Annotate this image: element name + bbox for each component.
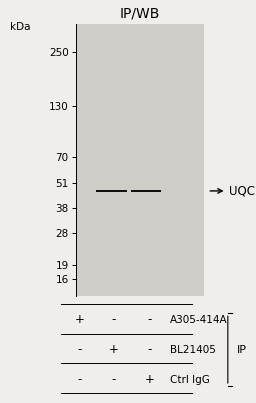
Text: UQCRC2: UQCRC2	[229, 185, 256, 197]
Text: Ctrl IgG: Ctrl IgG	[170, 374, 210, 384]
Text: -: -	[147, 313, 152, 326]
Text: kDa: kDa	[10, 22, 31, 32]
Text: -: -	[112, 313, 116, 326]
Text: IP: IP	[237, 345, 247, 355]
Text: A305-414A: A305-414A	[170, 315, 228, 325]
Text: +: +	[109, 343, 119, 356]
Text: +: +	[145, 373, 155, 386]
Text: +: +	[74, 313, 84, 326]
Text: BL21405: BL21405	[170, 345, 216, 355]
Text: -: -	[77, 373, 82, 386]
Text: -: -	[77, 343, 82, 356]
Text: -: -	[147, 343, 152, 356]
Text: -: -	[112, 373, 116, 386]
Title: IP/WB: IP/WB	[119, 6, 160, 20]
